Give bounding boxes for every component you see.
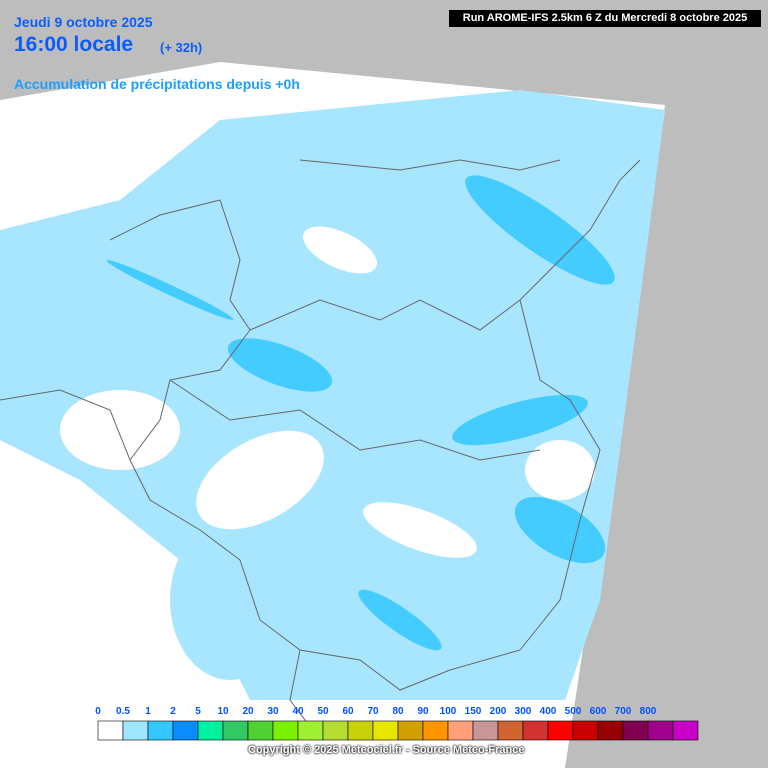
- legend-swatch: [622, 720, 649, 741]
- borders: [0, 159, 641, 741]
- legend-swatch: [97, 720, 124, 741]
- hour: 16:00 locale: [14, 33, 134, 56]
- legend-label: 200: [489, 706, 507, 717]
- lead-time: (+ 32h): [160, 40, 203, 55]
- legend-swatch: [672, 720, 699, 741]
- legend-label: 150: [464, 706, 482, 717]
- legend-swatch: [647, 720, 674, 741]
- legend-swatch: [572, 720, 599, 741]
- legend-label: 5: [195, 706, 201, 717]
- legend-label: 50: [317, 706, 329, 717]
- legend-swatch: [522, 720, 549, 741]
- subtitle: Accumulation de précipitations depuis +0…: [14, 76, 300, 92]
- precip-moderate: [106, 175, 615, 651]
- legend-label: 60: [342, 706, 354, 717]
- legend-label: 600: [589, 706, 607, 717]
- legend-swatch: [347, 720, 374, 741]
- legend-swatch: [147, 720, 174, 741]
- run-info: Run AROME-IFS 2.5km 6 Z du Mercredi 8 oc…: [449, 10, 761, 27]
- legend-swatch: [422, 720, 449, 741]
- legend-label: 2: [170, 706, 176, 717]
- legend-label: 800: [639, 706, 657, 717]
- legend-swatch: [497, 720, 524, 741]
- legend-label: 20: [242, 706, 254, 717]
- dry-patches: [60, 226, 595, 558]
- legend-label: 500: [564, 706, 582, 717]
- legend-label: 10: [217, 706, 229, 717]
- legend-label: 90: [417, 706, 429, 717]
- legend-label: 40: [292, 706, 304, 717]
- legend-swatch: [172, 720, 199, 741]
- legend-label: 30: [267, 706, 279, 717]
- precip-light: [0, 90, 665, 700]
- legend-label: 0.5: [116, 706, 130, 717]
- legend-swatch: [197, 720, 224, 741]
- legend-swatch: [272, 720, 299, 741]
- copyright: Copyright © 2025 Meteociel.fr - Source M…: [248, 744, 525, 756]
- legend-swatch: [247, 720, 274, 741]
- legend-swatch: [447, 720, 474, 741]
- legend-label: 1: [145, 706, 151, 717]
- date: Jeudi 9 octobre 2025: [14, 14, 153, 30]
- legend-swatch: [547, 720, 574, 741]
- legend-label: 100: [439, 706, 457, 717]
- legend-swatch: [222, 720, 249, 741]
- legend-swatch: [122, 720, 149, 741]
- legend-label: 400: [539, 706, 557, 717]
- legend-swatch: [472, 720, 499, 741]
- legend-boxes: [97, 720, 699, 741]
- legend-swatch: [297, 720, 324, 741]
- legend-label: 700: [614, 706, 632, 717]
- legend-label: 300: [514, 706, 532, 717]
- legend-label: 80: [392, 706, 404, 717]
- legend-swatch: [322, 720, 349, 741]
- legend-swatch: [372, 720, 399, 741]
- legend-label: 70: [367, 706, 379, 717]
- legend-swatch: [397, 720, 424, 741]
- legend-swatch: [597, 720, 624, 741]
- legend-label: 0: [95, 706, 101, 717]
